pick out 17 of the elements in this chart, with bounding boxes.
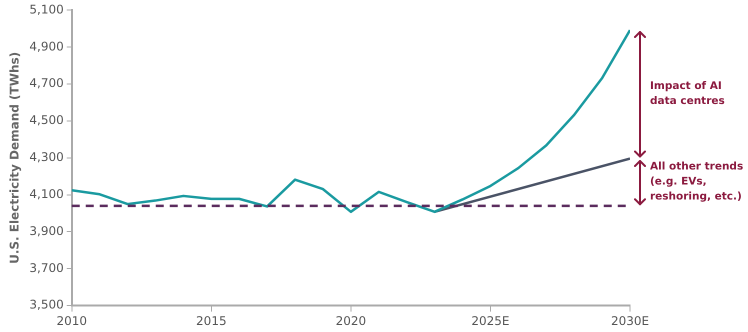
- y-tick-label: 3,900: [29, 224, 64, 238]
- x-tick-label: 2020: [336, 314, 366, 328]
- y-tick-label: 3,500: [29, 298, 64, 312]
- y-tick-label: 4,700: [29, 76, 64, 90]
- y-tick-label: 4,100: [29, 186, 64, 201]
- y-tick-label: 4,500: [29, 113, 64, 128]
- text: All other trends (e.g. EVs, reshoring, etc.): [650, 160, 744, 205]
- x-tick-label: 2025E: [471, 314, 510, 328]
- y-axis-title: U.S. Electricity Demand (TWhs): [7, 52, 22, 264]
- y-tick-label: 3,700: [29, 260, 64, 275]
- y-tick-label: 5,100: [29, 2, 64, 16]
- x-tick-label: 2010: [56, 314, 88, 328]
- text: Impact of AI data centres: [650, 79, 726, 110]
- y-tick-label: 4,300: [29, 150, 64, 164]
- y-tick-label: 4,900: [29, 39, 64, 54]
- x-tick-label: 2015: [196, 314, 227, 328]
- x-tick-label: 2030E: [610, 314, 650, 328]
